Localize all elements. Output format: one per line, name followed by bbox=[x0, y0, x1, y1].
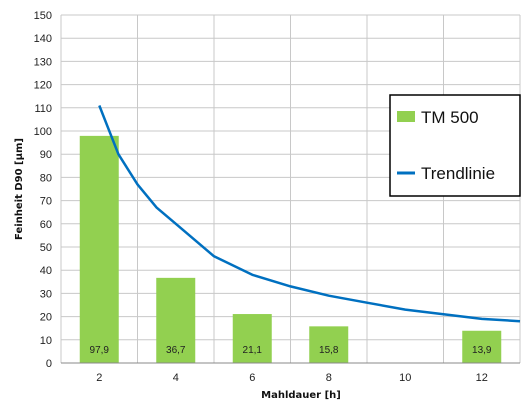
legend-swatch-tm500 bbox=[397, 111, 415, 122]
y-tick-label: 0 bbox=[46, 358, 52, 370]
bar bbox=[462, 330, 502, 363]
legend-label-tm500: TM 500 bbox=[421, 108, 479, 127]
bar bbox=[79, 135, 119, 363]
x-tick-label: 8 bbox=[326, 372, 332, 384]
x-tick-label: 4 bbox=[173, 372, 179, 384]
y-tick-label: 30 bbox=[40, 288, 52, 300]
x-tick-label: 6 bbox=[249, 372, 255, 384]
x-axis-ticks: 2 4 6 8 10 12 bbox=[96, 372, 488, 384]
bar-labels: 97,9 36,7 21,1 15,8 13,9 bbox=[90, 345, 492, 356]
y-tick-label: 20 bbox=[40, 312, 52, 324]
y-tick-label: 150 bbox=[34, 10, 52, 22]
y-tick-label: 110 bbox=[34, 103, 52, 115]
trend-line bbox=[98, 105, 521, 323]
y-tick-label: 50 bbox=[40, 242, 52, 254]
y-tick-label: 60 bbox=[40, 219, 52, 231]
bar-value-label: 97,9 bbox=[90, 345, 110, 356]
bars bbox=[79, 135, 502, 363]
bar bbox=[156, 277, 196, 363]
y-tick-label: 10 bbox=[40, 335, 52, 347]
y-tick-label: 40 bbox=[40, 265, 52, 277]
y-tick-label: 140 bbox=[34, 33, 52, 45]
x-axis-title: Mahldauer [h] bbox=[261, 390, 341, 401]
y-tick-label: 90 bbox=[40, 149, 52, 161]
bar bbox=[309, 326, 349, 363]
trend bbox=[98, 105, 521, 323]
legend-label-trendlinie: Trendlinie bbox=[421, 164, 495, 183]
x-tick-label: 12 bbox=[476, 372, 488, 384]
bar-value-label: 15,8 bbox=[319, 345, 339, 356]
bar bbox=[232, 314, 272, 363]
y-tick-label: 130 bbox=[34, 56, 52, 68]
y-axis-ticks: 0 10 20 30 40 50 60 70 80 90 100 110 120 130 140 150 bbox=[34, 10, 52, 370]
bar-value-label: 36,7 bbox=[166, 345, 186, 356]
y-tick-label: 70 bbox=[40, 196, 52, 208]
bar-value-label: 13,9 bbox=[472, 345, 492, 356]
x-tick-label: 10 bbox=[399, 372, 411, 384]
bar-value-label: 21,1 bbox=[243, 345, 263, 356]
y-axis-title: Feinheit D90 [µm] bbox=[14, 138, 25, 240]
y-tick-label: 80 bbox=[40, 172, 52, 184]
legend: TM 500 Trendlinie bbox=[389, 94, 521, 197]
y-tick-label: 120 bbox=[34, 80, 52, 92]
grid bbox=[60, 14, 521, 364]
y-tick-label: 100 bbox=[34, 126, 52, 138]
x-tick-label: 2 bbox=[96, 372, 102, 384]
